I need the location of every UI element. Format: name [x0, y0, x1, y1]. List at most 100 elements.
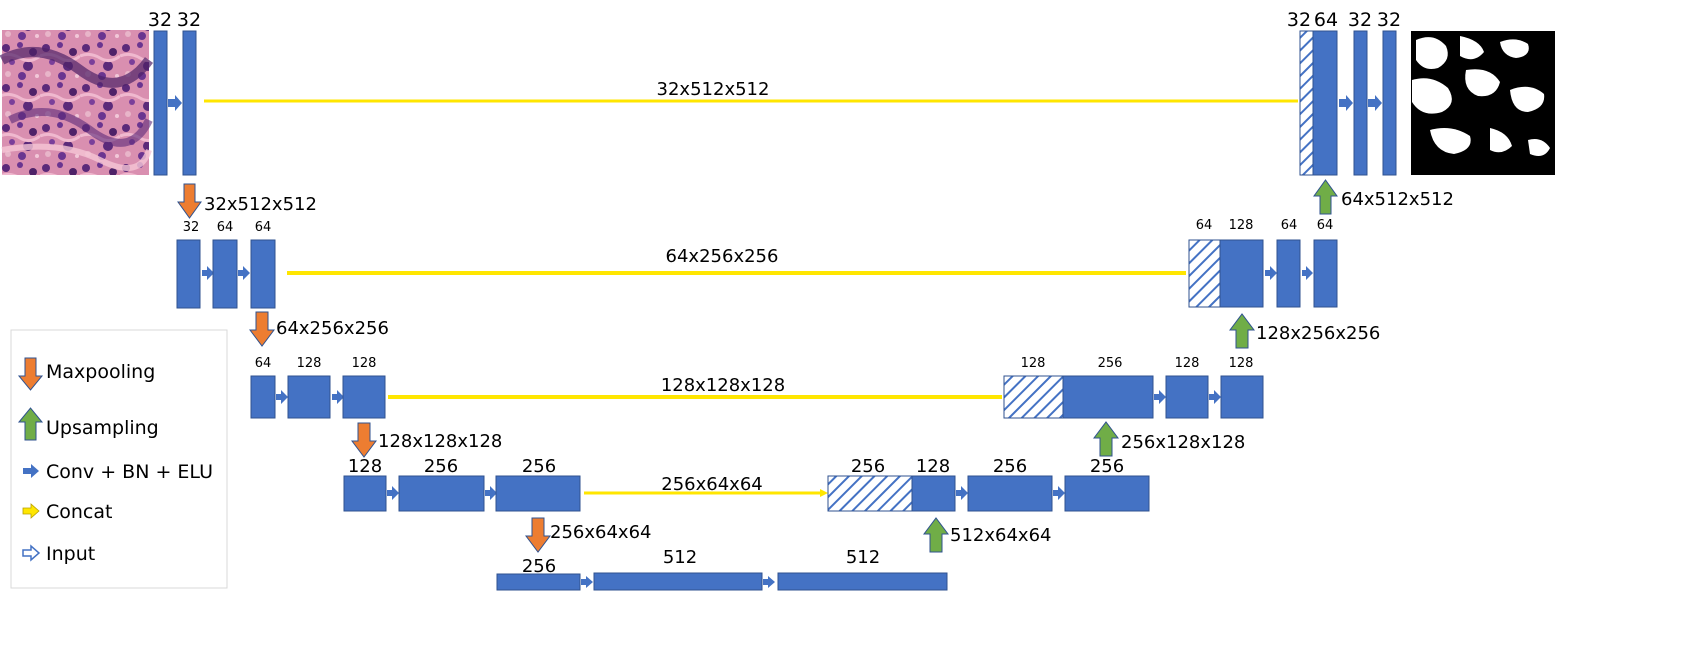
enc4-block-1 — [343, 475, 387, 512]
level-5-bottleneck: 256 512 512 — [496, 547, 948, 591]
dec2-label-2: 128 — [1229, 218, 1254, 233]
conv-arrow — [387, 486, 399, 500]
enc2-block-3 — [250, 239, 276, 309]
dec1-concat-block — [1299, 30, 1314, 176]
bottom-label-2: 512 — [663, 547, 697, 568]
legend-box — [10, 329, 228, 589]
dec4-label-4: 256 — [1090, 456, 1124, 477]
pool-label-3: 128x128x128 — [378, 431, 502, 452]
maxpooling-legend-icon — [17, 357, 44, 391]
enc1-label-2: 32 — [177, 9, 201, 31]
skip-label-4: 256x64x64 — [661, 474, 762, 495]
concat-arrowhead — [820, 489, 828, 497]
dec1-block-4 — [1382, 30, 1397, 176]
level-3: 64 128 128 128x128x128 128 256 128 128 — [250, 356, 1264, 419]
legend-concat: Concat — [46, 501, 112, 523]
upsampling-legend-icon — [17, 407, 44, 441]
conv-arrow — [1265, 266, 1277, 280]
enc1-block-2 — [182, 30, 197, 176]
enc3-block-2 — [287, 375, 331, 419]
dec3-label-3: 128 — [1175, 356, 1200, 371]
up-label-1: 64x512x512 — [1341, 189, 1454, 210]
conv-arrow — [332, 390, 344, 404]
enc4-label-2: 256 — [424, 456, 458, 477]
enc3-label-3: 128 — [352, 356, 377, 371]
maxpool-arrow-2 — [249, 311, 275, 347]
dec3-block-3 — [1165, 375, 1209, 419]
bottom-label-3: 512 — [846, 547, 880, 568]
dec1-label-1: 32 — [1287, 9, 1311, 31]
enc4-block-3 — [495, 475, 581, 512]
enc2-label-3: 64 — [255, 220, 272, 235]
enc3-label-2: 128 — [297, 356, 322, 371]
dec2-block-2 — [1219, 239, 1264, 308]
conv-arrow — [956, 486, 968, 500]
dec1-label-4: 32 — [1377, 9, 1401, 31]
enc2-block-1 — [176, 239, 201, 309]
dec2-label-1: 64 — [1196, 218, 1213, 233]
up-label-2: 128x256x256 — [1256, 323, 1380, 344]
conv-arrow — [1154, 390, 1166, 404]
dec2-label-3: 64 — [1281, 218, 1298, 233]
dec4-label-1: 256 — [851, 456, 885, 477]
legend-input: Input — [46, 543, 95, 565]
skip-label-3: 128x128x128 — [661, 375, 785, 396]
output-mask — [1411, 31, 1555, 175]
legend-conv: Conv + BN + ELU — [46, 461, 213, 483]
maxpool-arrow-3 — [351, 422, 377, 458]
dec4-block-2 — [911, 475, 956, 512]
upsample-arrow-2 — [1229, 313, 1255, 349]
dec3-label-1: 128 — [1021, 356, 1046, 371]
up-label-3: 256x128x128 — [1121, 432, 1245, 453]
maxpool-arrow-4 — [525, 517, 551, 553]
input-image — [0, 30, 154, 175]
dec3-concat-block — [1003, 375, 1064, 419]
conv-arrow — [1339, 95, 1353, 111]
enc1-label-1: 32 — [148, 9, 172, 31]
bottom-label-1: 256 — [522, 556, 556, 577]
legend: Maxpooling Upsampling Conv + BN + ELU Co… — [10, 329, 228, 589]
conv-arrow — [202, 266, 214, 280]
enc2-label-1: 32 — [183, 220, 200, 235]
conv-arrow — [1209, 390, 1221, 404]
conv-arrow — [581, 576, 593, 588]
upsample-arrow-1 — [1313, 179, 1338, 215]
dec1-block-2 — [1312, 30, 1338, 176]
conv-arrow — [1053, 486, 1065, 500]
up-label-4: 512x64x64 — [950, 525, 1051, 546]
dec1-label-3: 32 — [1348, 9, 1372, 31]
dec2-block-3 — [1276, 239, 1301, 308]
dec4-block-3 — [967, 475, 1053, 512]
legend-maxpooling: Maxpooling — [46, 361, 155, 383]
upsample-arrow-4 — [923, 517, 949, 553]
dec1-label-2: 64 — [1314, 9, 1338, 31]
conv-arrow — [238, 266, 250, 280]
level-2: 32 64 64 64x256x256 64 128 64 64 — [176, 218, 1338, 309]
dec4-label-2: 128 — [916, 456, 950, 477]
enc1-block-1 — [153, 30, 168, 176]
concat-legend-icon — [22, 503, 40, 519]
input-legend-icon — [22, 544, 41, 562]
dec3-label-2: 256 — [1098, 356, 1123, 371]
dec2-concat-block — [1188, 239, 1221, 308]
legend-upsampling: Upsampling — [46, 417, 159, 439]
enc3-label-1: 64 — [255, 356, 272, 371]
conv-arrow — [1302, 266, 1313, 280]
enc4-block-2 — [398, 475, 485, 512]
dec3-block-2 — [1062, 375, 1154, 419]
level-1: 32 32 32x512x512 32 64 32 32 — [0, 9, 1555, 176]
conv-arrow — [168, 95, 182, 111]
level-4: 128 256 256 256x64x64 256 128 256 256 — [343, 456, 1150, 512]
pool-label-2: 64x256x256 — [276, 318, 389, 339]
conv-arrow — [763, 576, 775, 588]
enc2-block-2 — [212, 239, 238, 309]
dec3-block-4 — [1220, 375, 1264, 419]
dec4-label-3: 256 — [993, 456, 1027, 477]
enc4-label-3: 256 — [522, 456, 556, 477]
bottom-block-3 — [777, 572, 948, 591]
dec3-label-4: 128 — [1229, 356, 1254, 371]
enc4-label-1: 128 — [348, 456, 382, 477]
skip-label-2: 64x256x256 — [666, 246, 779, 267]
enc3-block-3 — [342, 375, 386, 419]
